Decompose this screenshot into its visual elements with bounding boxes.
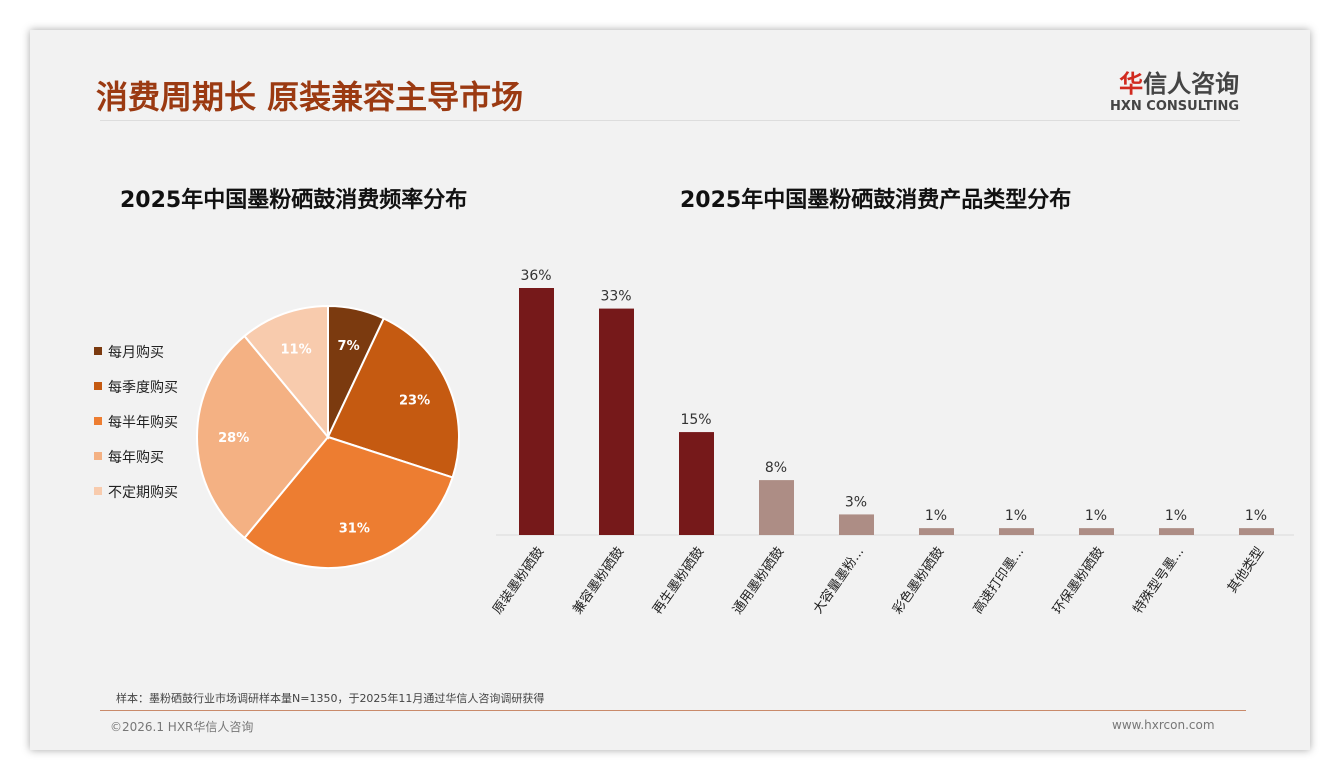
x-tick-label: 特殊型号墨...	[1131, 545, 1188, 617]
divider	[100, 120, 1240, 121]
x-tick-label: 原装墨粉硒鼓	[490, 545, 547, 618]
sample-note: 样本：墨粉硒鼓行业市场调研样本量N=1350，于2025年11月通过华信人咨询调…	[116, 692, 545, 705]
legend-item: 不定期购买	[94, 482, 178, 517]
legend-item: 每月购买	[94, 342, 178, 377]
pie-legend: 每月购买每季度购买每半年购买每年购买不定期购买	[94, 342, 178, 517]
legend-label: 每月购买	[108, 345, 164, 361]
bar-value-label: 1%	[1245, 508, 1267, 524]
x-tick-label: 其他类型	[1225, 545, 1267, 596]
x-tick-label: 大容量墨粉...	[810, 544, 868, 617]
legend-label: 不定期购买	[108, 485, 178, 501]
copyright: ©2026.1 HXR华信人咨询	[110, 720, 254, 734]
legend-label: 每半年购买	[108, 415, 178, 431]
bar	[759, 480, 794, 535]
pie-slice	[196, 334, 330, 540]
bar	[1239, 528, 1274, 535]
legend-item: 每季度购买	[94, 377, 178, 412]
pie-label: 11%	[280, 342, 311, 357]
pie-label: 7%	[338, 339, 360, 354]
x-tick-label: 彩色墨粉硒鼓	[889, 544, 947, 617]
bar	[519, 288, 554, 535]
legend-swatch	[94, 487, 102, 495]
bar	[1159, 528, 1194, 535]
x-tick-label: 通用墨粉硒鼓	[730, 545, 787, 618]
legend-label: 每年购买	[108, 450, 164, 466]
bar-value-label: 8%	[765, 460, 787, 476]
website[interactable]: www.hxrcon.com	[1112, 718, 1215, 732]
bar	[919, 528, 954, 535]
x-tick-label: 环保墨粉硒鼓	[1050, 545, 1107, 618]
pie-slice	[326, 317, 460, 479]
bar-value-label: 36%	[520, 268, 551, 284]
legend-swatch	[94, 417, 102, 425]
bar-value-label: 1%	[1005, 508, 1027, 524]
charts: 7% 23% 31% 28% 11% 36% 原装墨粉硒鼓 33% 兼容墨粉硒鼓 15% 再生墨粉硒…	[196, 268, 1294, 618]
bar-title: 2025年中国墨粉硒鼓消费产品类型分布	[680, 188, 1072, 213]
bar-value-label: 15%	[680, 412, 711, 428]
footer-divider	[100, 710, 1246, 711]
legend-swatch	[94, 382, 102, 390]
logo: 华信人咨询 HXN CONSULTING	[1110, 70, 1240, 114]
legend-item: 每年购买	[94, 447, 178, 482]
x-tick-label: 兼容墨粉硒鼓	[569, 544, 627, 617]
x-tick-label: 再生墨粉硒鼓	[650, 545, 707, 618]
bar	[999, 528, 1034, 535]
bar-value-label: 1%	[1165, 508, 1187, 524]
bar-value-label: 33%	[600, 289, 631, 305]
x-tick-label: 高速打印墨...	[970, 544, 1028, 617]
pie-label: 23%	[399, 394, 430, 409]
legend-swatch	[94, 347, 102, 355]
bar	[599, 308, 634, 535]
legend-item: 每半年购买	[94, 412, 178, 447]
bar	[1079, 528, 1114, 535]
legend-swatch	[94, 452, 102, 460]
bar	[839, 514, 874, 535]
legend-label: 每季度购买	[108, 380, 178, 396]
pie-slice	[243, 435, 454, 569]
bar-value-label: 3%	[845, 494, 867, 510]
bar-value-label: 1%	[925, 508, 947, 524]
page-title: 消费周期长 原装兼容主导市场	[96, 78, 524, 116]
pie-label: 28%	[218, 431, 249, 446]
slide: 消费周期长 原装兼容主导市场 华信人咨询 HXN CONSULTING 2025年…	[30, 30, 1310, 750]
bar-value-label: 1%	[1085, 508, 1107, 524]
pie-slice	[243, 304, 329, 440]
pie-title: 2025年中国墨粉硒鼓消费频率分布	[120, 188, 468, 213]
bar	[679, 432, 714, 535]
pie-label: 31%	[339, 522, 370, 537]
